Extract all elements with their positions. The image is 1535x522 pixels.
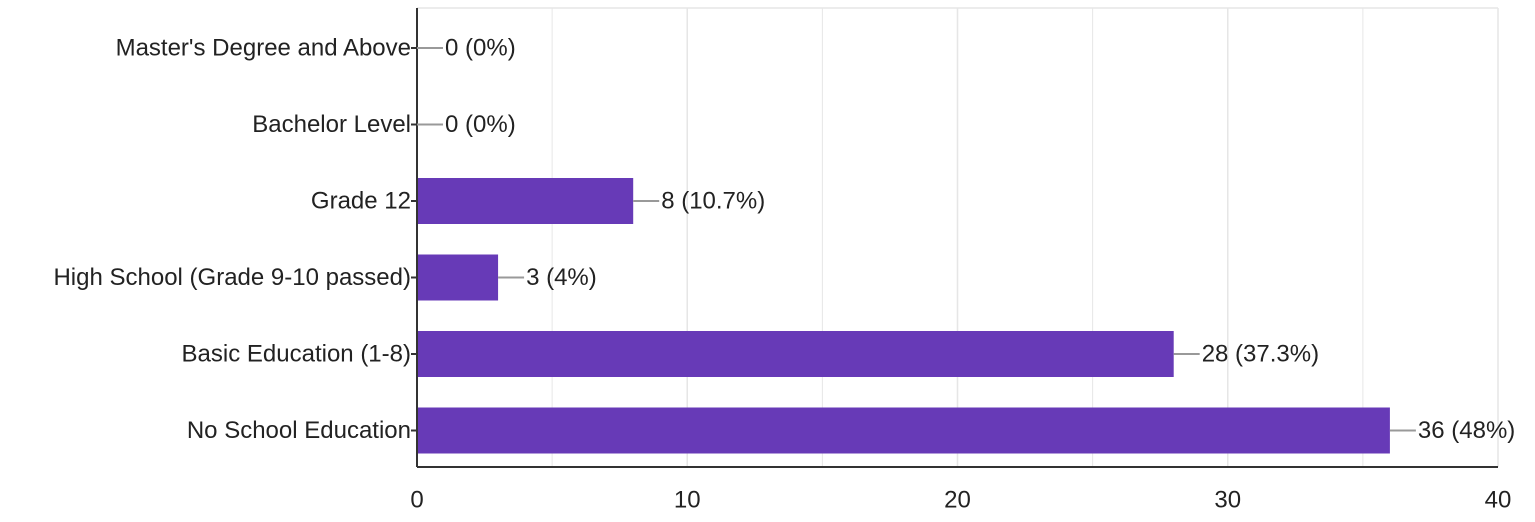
- x-tick-label-10: 10: [674, 487, 701, 514]
- data-label-3: 3 (4%): [526, 264, 597, 291]
- bar-2: [417, 178, 634, 224]
- bar-5: [417, 407, 1390, 454]
- category-label-3: High School (Grade 9-10 passed): [53, 264, 411, 291]
- data-label-5: 36 (48%): [1418, 417, 1515, 444]
- labels: 0 (0%) Master's Degree and Above 0 (0%) Bac…: [53, 35, 1515, 514]
- x-tick-label-20: 20: [944, 487, 971, 514]
- category-label-0: Master's Degree and Above: [116, 35, 411, 62]
- category-label-5: No School Education: [187, 417, 411, 444]
- bar-4: [417, 331, 1174, 377]
- bar-3: [417, 254, 499, 301]
- x-tick-label-30: 30: [1214, 487, 1241, 514]
- data-label-2: 8 (10.7%): [661, 188, 765, 215]
- category-label-2: Grade 12: [311, 188, 411, 215]
- category-label-1: Bachelor Level: [252, 111, 411, 138]
- category-label-4: Basic Education (1-8): [182, 341, 411, 368]
- x-tick-label-40: 40: [1485, 487, 1512, 514]
- gridlines: [417, 7, 1499, 467]
- bars: [417, 178, 1390, 454]
- data-label-0: 0 (0%): [445, 35, 516, 62]
- axes: [411, 8, 1498, 468]
- data-label-4: 28 (37.3%): [1202, 341, 1319, 368]
- x-tick-label-0: 0: [410, 487, 423, 514]
- data-label-1: 0 (0%): [445, 111, 516, 138]
